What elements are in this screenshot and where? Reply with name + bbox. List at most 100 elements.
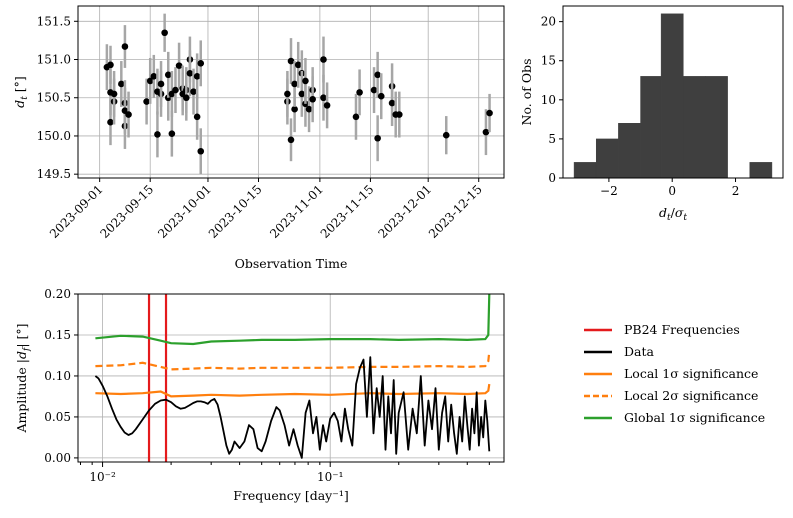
data-point [125, 111, 132, 118]
time-series-xtick-label: 2023-09-01 [47, 182, 106, 241]
time-series-ylabel: dt [°] [12, 76, 30, 108]
data-point [190, 88, 197, 95]
data-point [396, 111, 403, 118]
data-point [168, 130, 176, 137]
data-point [291, 105, 298, 113]
data-point [150, 73, 158, 80]
significance-line [95, 293, 491, 346]
data-point [291, 80, 298, 88]
legend-label: PB24 Frequencies [624, 322, 740, 337]
data-point [183, 94, 190, 102]
data-point [442, 131, 450, 139]
data-point [482, 128, 490, 136]
data-point [320, 94, 327, 102]
periodogram-xtick-label: 10⁻² [89, 470, 116, 484]
time-series-ytick-label: 150.0 [37, 129, 71, 143]
time-series-xtick-label: 2023-10-01 [155, 182, 214, 241]
histogram-ytick-label: 0 [548, 171, 556, 185]
significance-line [95, 383, 491, 398]
data-point [298, 90, 306, 98]
histogram-ytick-label: 10 [541, 93, 556, 107]
data-point [164, 71, 172, 79]
data-point [154, 131, 161, 138]
data-point [374, 134, 381, 142]
time-series-xtick-label: 2023-11-15 [318, 182, 377, 241]
data-point [302, 77, 309, 85]
time-series-ytick-label: 150.5 [37, 91, 71, 105]
data-point [146, 77, 154, 85]
time-series-ytick-label: 149.5 [37, 167, 71, 181]
time-series-xtick-label: 2023-09-15 [98, 182, 157, 241]
data-point [377, 92, 385, 100]
histogram-ytick-label: 5 [548, 132, 556, 146]
histogram-bar [573, 162, 597, 179]
histogram-xtick-label: 0 [668, 184, 676, 198]
periodogram-ytick-label: 0.05 [44, 410, 71, 424]
histogram-bar [683, 76, 706, 179]
data-point [197, 60, 205, 67]
histogram-xtick-label: 2 [732, 184, 740, 198]
data-point [305, 105, 313, 113]
periodogram-ylabel: Amplitude |df| [°] [14, 323, 32, 433]
data-point [110, 90, 118, 98]
data-point [294, 61, 302, 69]
data-point [161, 29, 168, 37]
time-series-xtick-label: 2023-12-01 [375, 182, 434, 241]
periodogram-ytick-label: 0.20 [44, 287, 71, 301]
data-point [388, 99, 396, 107]
histogram-bar [640, 76, 662, 179]
periodogram-legend: PB24 Frequencies Data Local 1σ significanc… [584, 322, 765, 425]
data-point [157, 80, 165, 88]
periodogram-plot: 0.00 0.05 0.10 0.15 0.20 10⁻² 10⁻¹ Amplitude … [14, 287, 505, 503]
data-point [172, 86, 179, 94]
time-series-xtick-label: 2023-11-01 [267, 182, 326, 241]
time-series-frame [77, 5, 505, 179]
legend-label: Local 1σ significance [624, 366, 758, 381]
data-point [287, 57, 295, 65]
histogram-bar [705, 76, 728, 179]
data-point [287, 136, 295, 144]
data-point [323, 102, 331, 109]
data-point [197, 147, 205, 155]
histogram-ylabel: No. of Obs [519, 59, 534, 126]
legend-label: Global 1σ significance [624, 410, 765, 425]
data-point [107, 118, 114, 126]
histogram-bar [618, 123, 641, 179]
histogram-bar [749, 162, 773, 179]
data-point [284, 90, 291, 98]
data-point [143, 98, 150, 105]
histogram-ytick-label: 20 [541, 15, 556, 29]
data-point [320, 56, 327, 63]
legend-label: Local 2σ significance [624, 388, 758, 403]
data-point [186, 69, 194, 77]
histogram-ytick-label: 15 [541, 54, 556, 68]
data-point [356, 89, 363, 96]
data-point [374, 71, 381, 79]
time-series-xtick-label: 2023-12-15 [426, 182, 485, 241]
histogram-bar [660, 13, 684, 179]
data-point [486, 109, 493, 117]
histogram-xtick-label: −2 [600, 184, 618, 198]
histogram-frame [562, 5, 784, 179]
legend-label: Data [624, 344, 654, 359]
data-point [352, 113, 360, 121]
periodogram-xtick-label: 10⁻¹ [317, 470, 343, 484]
time-series-xtick-label: 2023-10-15 [206, 182, 265, 241]
time-series-xlabel: Observation Time [235, 256, 348, 271]
histogram-bar [595, 138, 619, 179]
periodogram-ytick-label: 0.00 [44, 451, 71, 465]
data-point [118, 80, 125, 88]
significance-line [95, 351, 491, 371]
data-point [309, 95, 316, 103]
data-point [193, 73, 201, 80]
periodogram-xlabel: Frequency [day⁻¹] [233, 488, 348, 503]
data-point [193, 113, 201, 121]
time-series-ytick-label: 151.5 [37, 14, 71, 28]
data-point [121, 43, 129, 50]
data-line [94, 356, 491, 459]
time-series-ytick-label: 151.0 [37, 53, 71, 67]
periodogram-ytick-label: 0.15 [44, 328, 71, 342]
data-point [175, 62, 183, 69]
